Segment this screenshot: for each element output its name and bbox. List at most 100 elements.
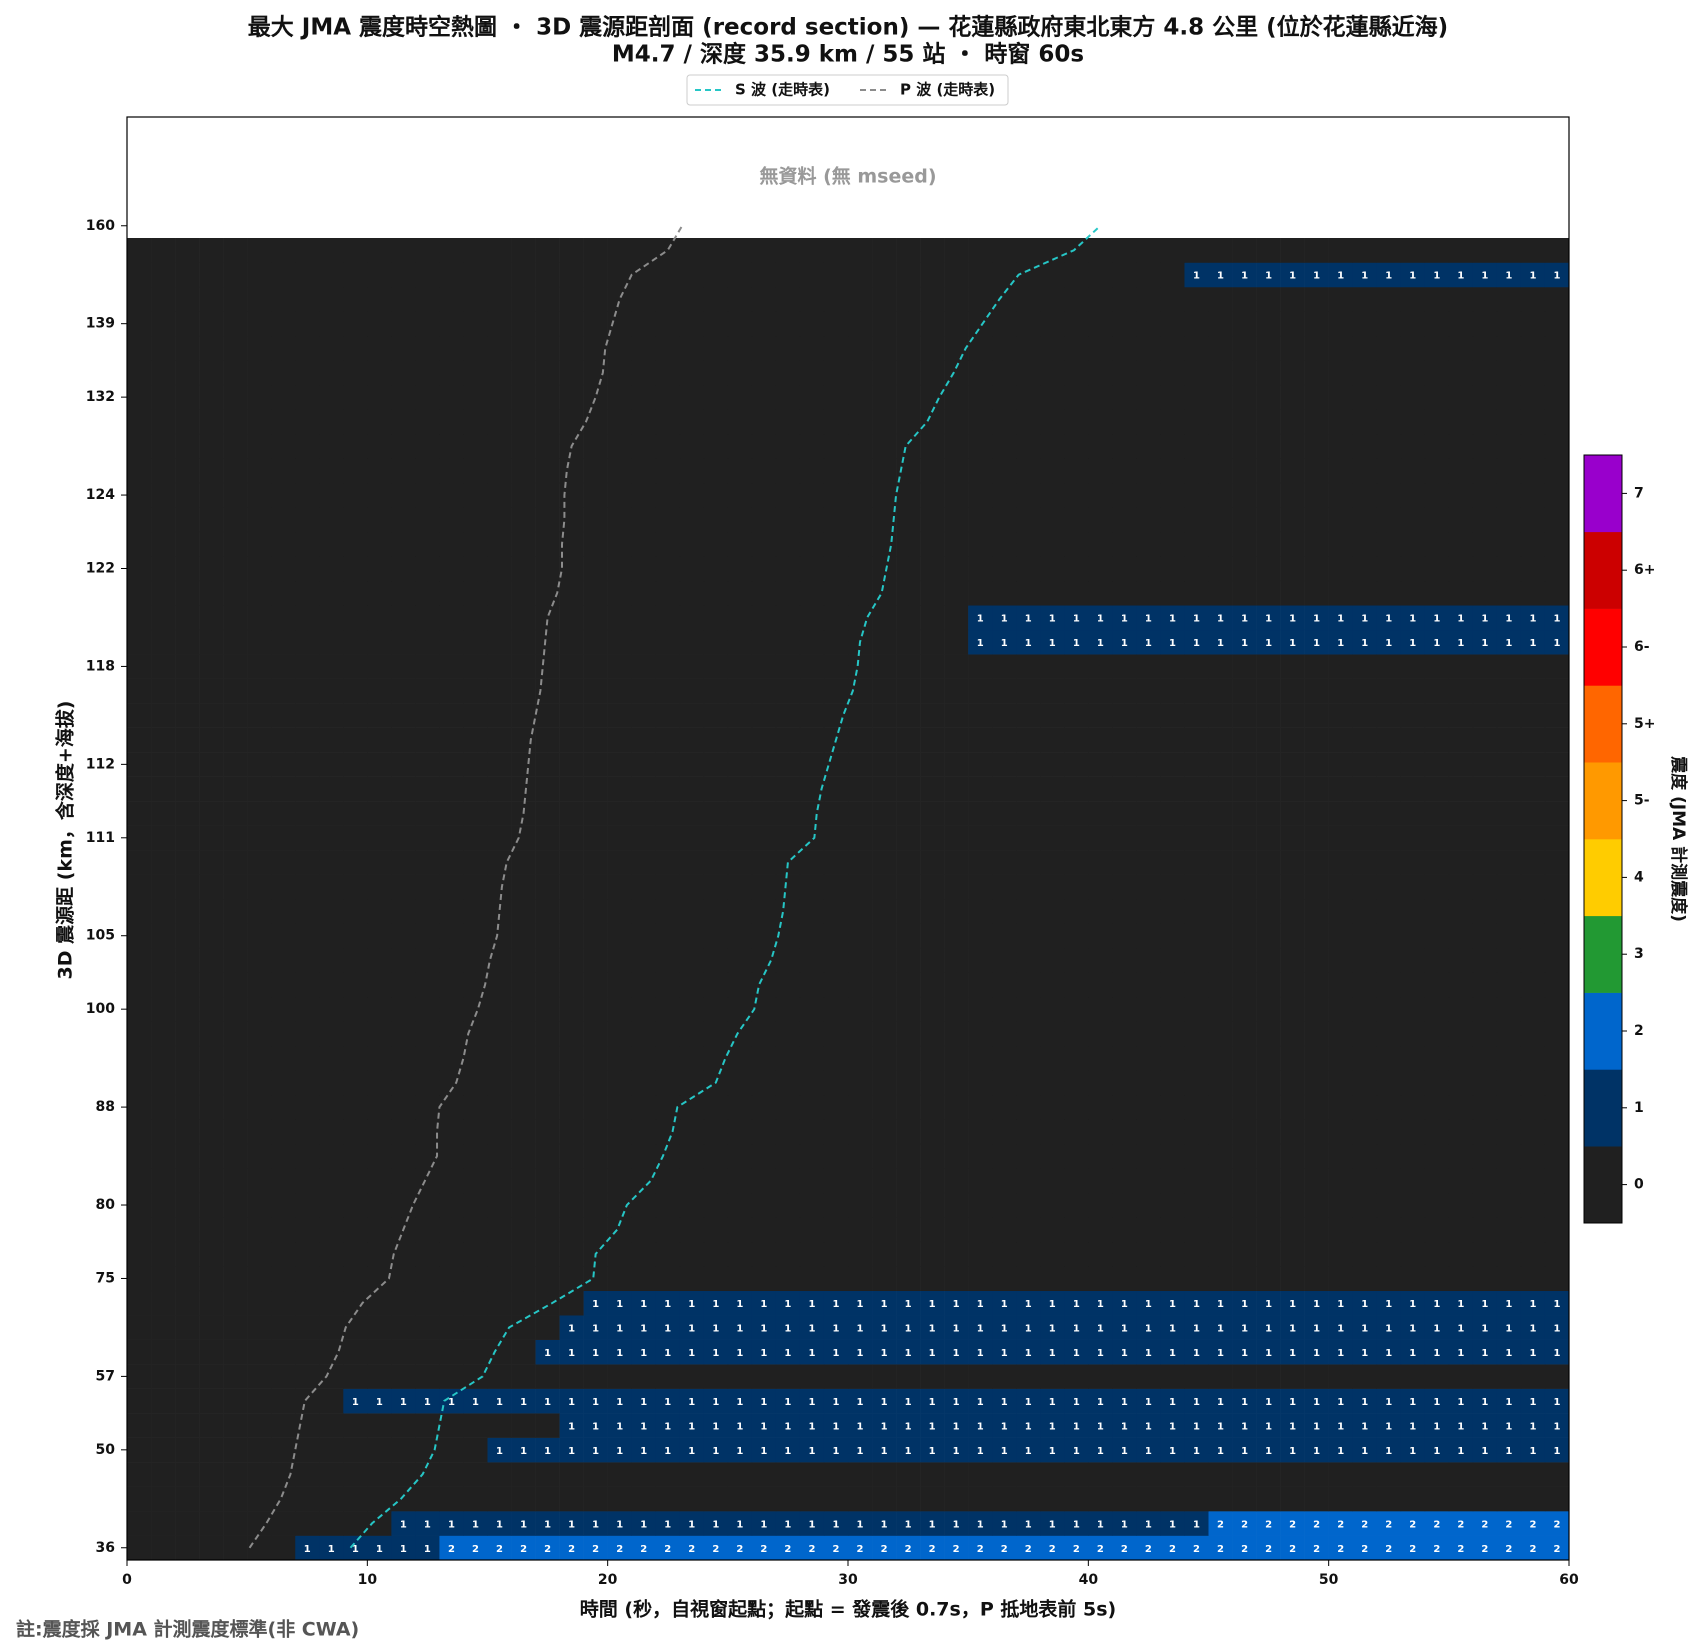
heatmap-cell xyxy=(247,580,272,606)
heatmap-cell xyxy=(1544,801,1570,826)
heatmap-cell xyxy=(127,1119,152,1145)
heatmap-cell xyxy=(415,972,440,998)
heatmap-cell xyxy=(872,1290,897,1316)
heatmap-cell xyxy=(319,384,344,410)
heatmap-cell xyxy=(1160,1070,1185,1096)
heatmap-cell xyxy=(1400,703,1426,728)
heatmap-cell xyxy=(415,727,440,753)
heatmap-cell xyxy=(1016,238,1041,263)
heatmap-cell xyxy=(607,409,632,435)
heatmap-cell xyxy=(1232,238,1257,263)
heatmap-cell xyxy=(463,1192,488,1218)
heatmap-cell xyxy=(535,1437,560,1463)
heatmap-cell xyxy=(1400,1143,1426,1169)
heatmap-cell xyxy=(1328,1119,1353,1145)
heatmap-cell xyxy=(727,1045,753,1071)
heatmap-cell xyxy=(992,899,1017,924)
heatmap-cell xyxy=(1472,1192,1498,1218)
heatmap-cell xyxy=(391,947,416,973)
heatmap-cell xyxy=(535,458,560,484)
heatmap-cell xyxy=(559,1413,584,1438)
heatmap-cell xyxy=(631,923,657,949)
heatmap-cell xyxy=(295,1143,320,1169)
heatmap-cell xyxy=(295,1192,320,1218)
heatmap-cell xyxy=(487,776,512,802)
travel-time-curve xyxy=(349,225,1102,1549)
heatmap-cell xyxy=(439,482,464,508)
heatmap-cell xyxy=(1040,360,1065,386)
heatmap-cell xyxy=(1472,507,1498,533)
heatmap-cell xyxy=(1184,972,1209,998)
heatmap-cell xyxy=(1400,801,1426,826)
cell-label: 1 xyxy=(1553,1446,1560,1457)
heatmap-cell xyxy=(271,654,296,679)
heatmap-cell xyxy=(751,727,777,753)
heatmap-cell xyxy=(920,1119,945,1145)
heatmap-cell xyxy=(1520,629,1546,655)
heatmap-cell xyxy=(1112,801,1137,826)
heatmap-cell xyxy=(343,409,368,435)
heatmap-cell xyxy=(1352,1486,1378,1512)
heatmap-cell xyxy=(703,629,729,655)
heatmap-cell xyxy=(1088,1168,1113,1194)
heatmap-cell xyxy=(1280,286,1305,312)
cell-label: 1 xyxy=(977,1519,984,1530)
heatmap-cell xyxy=(1352,776,1378,802)
heatmap-cell xyxy=(199,1217,224,1243)
colorbar-frame xyxy=(1583,454,1623,1224)
cell-label: 1 xyxy=(1457,1348,1464,1359)
heatmap-cell xyxy=(1184,1388,1209,1414)
heatmap-cell xyxy=(439,825,464,851)
heatmap-cell xyxy=(1136,1143,1161,1169)
heatmap-cell xyxy=(271,1168,296,1194)
heatmap-cell xyxy=(535,1094,560,1120)
heatmap-cell xyxy=(1520,1143,1546,1169)
heatmap-cell xyxy=(1112,1486,1137,1512)
heatmap-cell xyxy=(944,1511,969,1536)
heatmap-cell xyxy=(1088,605,1113,631)
heatmap-cell xyxy=(1064,1143,1089,1169)
heatmap-cell xyxy=(271,947,296,973)
heatmap-cell xyxy=(1304,1315,1329,1340)
heatmap-cell xyxy=(415,1511,440,1536)
heatmap-cell xyxy=(679,825,705,851)
cell-label: 1 xyxy=(736,1446,743,1457)
heatmap-cell xyxy=(1016,1511,1041,1536)
cell-label: 2 xyxy=(1025,1544,1032,1555)
heatmap-cell xyxy=(1424,1217,1450,1243)
heatmap-cell xyxy=(343,482,368,508)
heatmap-cell xyxy=(823,1045,849,1071)
cell-label: 1 xyxy=(1529,638,1536,649)
heatmap-cell xyxy=(799,507,825,533)
cell-label: 1 xyxy=(1121,1397,1128,1408)
cell-label: 1 xyxy=(304,1544,311,1555)
heatmap-cell xyxy=(1400,874,1426,900)
heatmap-cell xyxy=(1184,1241,1209,1267)
cell-label: 1 xyxy=(881,1446,888,1457)
heatmap-cell xyxy=(631,752,657,777)
heatmap-cell xyxy=(1280,384,1305,410)
heatmap-cell xyxy=(583,1266,608,1292)
heatmap-cell xyxy=(655,335,681,361)
cell-label: 1 xyxy=(832,1421,839,1432)
heatmap-cell xyxy=(199,360,224,386)
heatmap-cell xyxy=(1352,605,1378,631)
heatmap-cell xyxy=(511,433,536,459)
heatmap-cell xyxy=(1112,629,1137,655)
heatmap-cell xyxy=(487,458,512,484)
heatmap-cell xyxy=(703,1168,729,1194)
cell-label: 1 xyxy=(616,1348,623,1359)
heatmap-cell xyxy=(127,507,152,533)
heatmap-cell xyxy=(559,776,584,802)
heatmap-cell xyxy=(751,801,777,826)
heatmap-cell xyxy=(1232,1168,1257,1194)
heatmap-cell xyxy=(415,1217,440,1243)
cell-label: 1 xyxy=(1289,1323,1296,1334)
heatmap-cell xyxy=(1424,262,1450,288)
heatmap-cell xyxy=(319,1070,344,1096)
heatmap-cell xyxy=(1136,556,1161,582)
heatmap-cell xyxy=(319,629,344,655)
heatmap-cell xyxy=(127,1486,152,1512)
heatmap-cell xyxy=(1328,1192,1353,1218)
heatmap-cell xyxy=(1304,1290,1329,1316)
